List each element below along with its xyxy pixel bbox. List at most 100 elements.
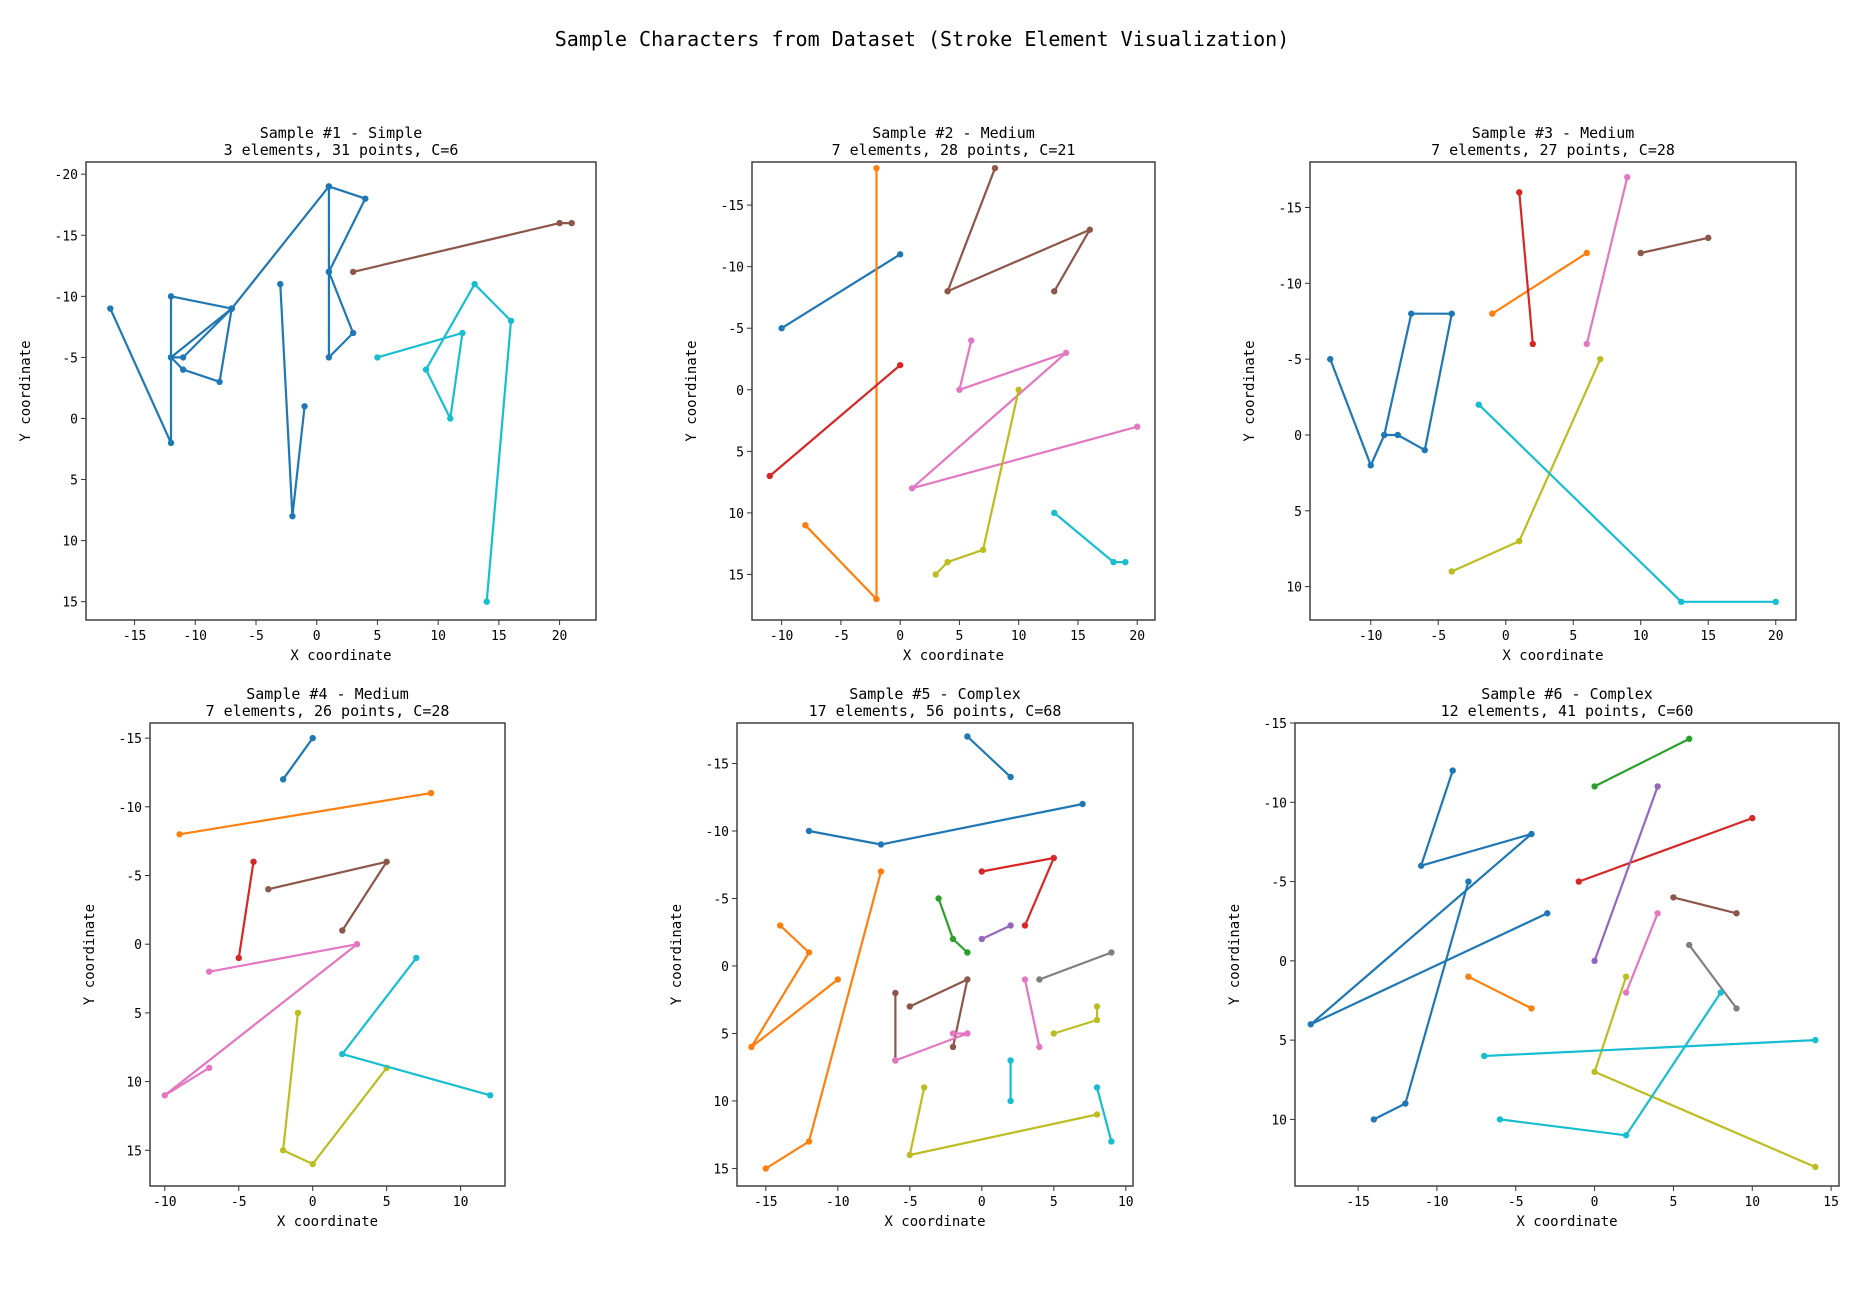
stroke-point [309,734,316,742]
y-axis-label: Y coordinate [1242,340,1258,441]
x-tick-label: 5 [956,629,964,644]
stroke-point [834,976,841,983]
stroke-point [325,183,333,190]
stroke-point [1134,423,1141,430]
stroke-line [178,791,433,836]
stroke-point [1654,910,1661,917]
stroke-point [964,976,971,983]
y-tick-label: 15 [728,568,744,583]
x-tick-label: 10 [1744,1195,1760,1210]
stroke-point [1093,1111,1101,1118]
stroke-line [376,283,513,603]
stroke-line [946,167,1091,293]
stroke-point [325,354,333,361]
stroke-point [422,366,430,373]
stroke-line [1450,358,1602,573]
x-tick-label: 15 [491,629,507,644]
plot-frame [1309,161,1797,621]
stroke-point [447,415,454,422]
stroke-point [944,558,951,566]
y-tick-label: 5 [1279,1034,1287,1049]
stroke-point [1591,957,1598,965]
stroke-point [265,886,272,893]
stroke-point [1036,976,1043,983]
stroke-point [1093,1016,1101,1024]
stroke-line [750,924,839,1049]
x-tick-label: -10 [1425,1195,1448,1210]
x-tick-label: -5 [1508,1195,1524,1210]
stroke-line [807,802,1084,846]
x-tick-label: -10 [770,629,793,644]
stroke-point [107,305,114,312]
stroke-point [1448,568,1455,575]
stroke-point [1475,401,1482,408]
stroke-point [896,361,904,369]
stroke-point [1050,1030,1058,1037]
stroke-line [1498,991,1722,1137]
y-tick-label: 15 [713,1162,729,1177]
stroke-point [228,305,235,312]
stroke-point [1496,1116,1504,1123]
stroke-point [921,1084,928,1091]
x-tick-label: 5 [374,629,382,644]
x-tick-label: 20 [552,629,568,644]
stroke-point [968,337,975,344]
stroke-point [279,776,287,783]
stroke-point [167,354,175,361]
y-tick-label: 0 [736,384,744,399]
subplot-title: Sample #2 - Medium [872,124,1035,142]
stroke-point [908,485,916,492]
stroke-line [1477,403,1777,603]
stroke-point [964,733,971,740]
x-tick-label: 5 [383,1195,391,1210]
x-tick-label: -15 [754,1195,777,1210]
y-tick-label: 10 [713,1095,729,1110]
stroke-point [877,868,885,875]
y-axis-label: Y coordinate [669,904,685,1005]
stroke-point [161,1092,168,1099]
stroke-point [1583,340,1590,348]
stroke-point [289,512,296,520]
x-tick-label: 5 [1050,1195,1058,1210]
stroke-point [507,317,515,324]
stroke-point [1381,431,1388,439]
stroke-point [949,1030,957,1037]
stroke-point [1812,1036,1819,1044]
stroke-point [205,968,213,975]
stroke-point [471,280,478,288]
x-tick-label: -10 [1359,629,1382,644]
y-tick-label: 10 [62,535,78,550]
y-tick-label: -10 [55,290,78,305]
stroke-point [1370,1116,1378,1123]
stroke-point [279,1147,287,1154]
stroke-line [966,735,1012,779]
stroke-point [1812,1163,1819,1171]
y-tick-label: -15 [1279,201,1302,216]
stroke-point [964,949,971,956]
y-tick-label: -10 [721,261,744,276]
stroke-line [764,870,883,1170]
stroke-line [237,860,255,960]
stroke-point [1528,1005,1535,1012]
y-tick-label: 10 [1286,581,1302,596]
stroke-point [932,571,939,578]
stroke-point [935,895,942,902]
x-axis-label: X coordinate [290,648,391,664]
y-tick-label: -5 [1271,876,1287,891]
y-tick-label: 10 [728,507,744,522]
stroke-line [1467,975,1533,1010]
stroke-point [1108,1138,1115,1145]
x-axis-label: X coordinate [903,648,1004,664]
stroke-point [1449,767,1456,774]
y-tick-label: 15 [126,1144,142,1159]
stroke-point [892,989,899,997]
x-axis-label: X coordinate [277,1214,378,1230]
stroke-line [1309,769,1549,1026]
stroke-line [1672,896,1738,915]
